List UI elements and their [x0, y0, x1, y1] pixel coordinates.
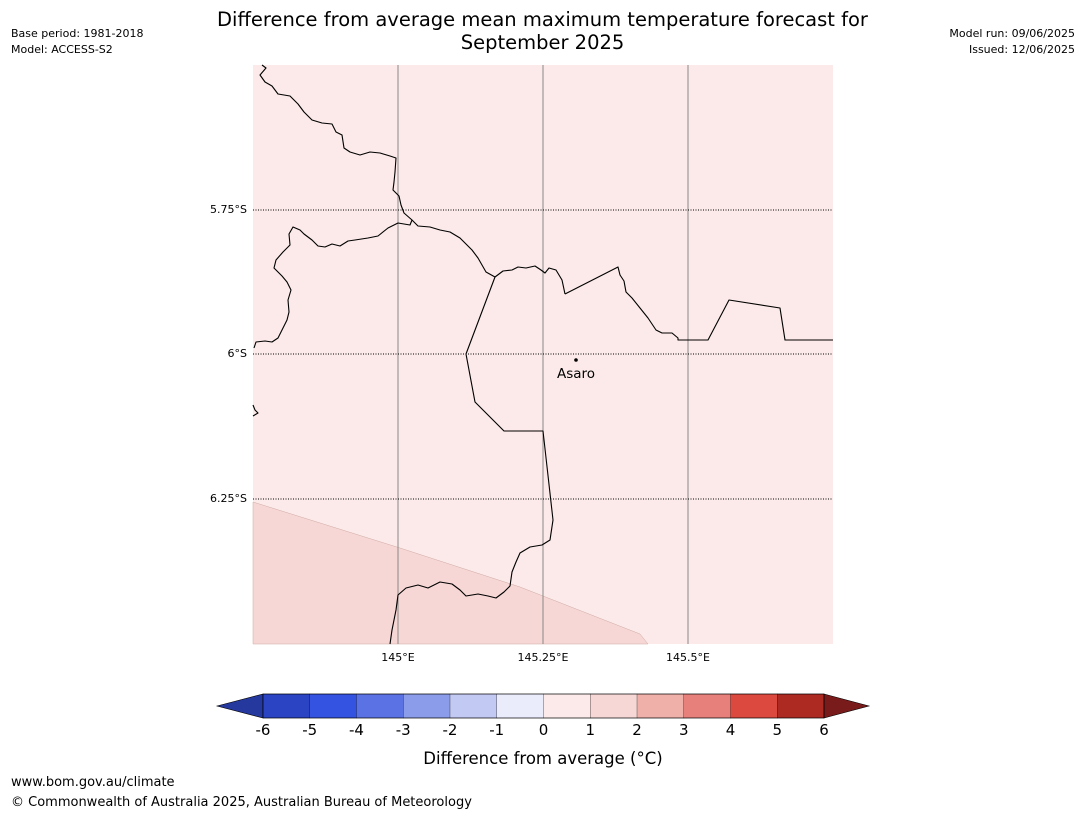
- lat-label-5-75s: 5.75°S: [210, 203, 247, 216]
- title-line-1: Difference from average mean maximum tem…: [217, 8, 868, 31]
- colorbar-tick-label: -4: [349, 721, 364, 739]
- colorbar-cell: [730, 693, 778, 719]
- province-borders: [252, 64, 833, 645]
- lon-label-145e: 145°E: [381, 651, 414, 664]
- colorbar-tick-label: -3: [396, 721, 411, 739]
- colorbar-cell: [543, 693, 591, 719]
- colorbar-tick-labels: -6 -5 -4 -3 -2 -1 0 1 2 3 4 5 6: [256, 721, 829, 739]
- latitude-gridlines: [253, 209, 833, 500]
- lon-label-145-5e: 145.5°E: [666, 651, 710, 664]
- longitude-gridlines: [397, 65, 689, 644]
- colorbar-cells: [262, 693, 825, 719]
- colorbar-cell: [309, 693, 357, 719]
- forecast-zone-1-to-2: [252, 501, 649, 645]
- colorbar-tick-label: 5: [772, 721, 782, 739]
- asaro-label: Asaro: [557, 366, 595, 382]
- model-run-text: Model run: 09/06/2025: [949, 27, 1075, 40]
- metadata-left: Base period: 1981-2018 Model: ACCESS-S2: [11, 26, 143, 58]
- lat-label-6-25s: 6.25°S: [210, 492, 247, 505]
- footer-copyright: © Commonwealth of Australia 2025, Austra…: [11, 795, 472, 810]
- colorbar-cell: [496, 693, 544, 719]
- footer-url: www.bom.gov.au/climate: [11, 775, 175, 790]
- map-panel: Asaro 5.75°S 6°S 6.25°S 145°E 145.25°E 1…: [210, 64, 833, 664]
- base-period-text: Base period: 1981-2018: [11, 27, 144, 40]
- colorbar-tick-label: 2: [632, 721, 642, 739]
- colorbar-under-arrow: [215, 693, 264, 719]
- colorbar-tick-label: 0: [539, 721, 549, 739]
- colorbar-tick-label: 6: [819, 721, 829, 739]
- place-asaro: Asaro: [557, 358, 595, 382]
- colorbar-cell: [683, 693, 731, 719]
- colorbar-outline: [262, 693, 825, 719]
- lon-label-145-25e: 145.25°E: [518, 651, 569, 664]
- issued-text: Issued: 12/06/2025: [968, 43, 1075, 56]
- colorbar-cell: [403, 693, 451, 719]
- colorbar-cell: [590, 693, 638, 719]
- colorbar-cell: [777, 693, 825, 719]
- border-east: [564, 266, 833, 341]
- colorbar-cell: [262, 693, 311, 719]
- border-west-fragment: [252, 404, 259, 417]
- colorbar-tick-label: -5: [302, 721, 317, 739]
- colorbar-over-arrow: [823, 693, 871, 719]
- colorbar-tick-label: -1: [489, 721, 504, 739]
- colorbar-tick-label: 4: [726, 721, 736, 739]
- model-text: Model: ACCESS-S2: [11, 43, 113, 56]
- colorbar-cell: [636, 693, 685, 719]
- colorbar-tick-label: 1: [585, 721, 595, 739]
- map-title: Difference from average mean maximum tem…: [0, 8, 1085, 54]
- border-south: [389, 276, 554, 645]
- colorbar-tick-label: -6: [256, 721, 271, 739]
- colorbar: -6 -5 -4 -3 -2 -1 0 1 2 3 4 5 6 Difference from aver…: [215, 693, 871, 768]
- colorbar-cell: [449, 693, 498, 719]
- colorbar-tick-label: -2: [443, 721, 458, 739]
- metadata-right: Model run: 09/06/2025 Issued: 12/06/2025: [949, 26, 1075, 58]
- longitude-labels: 145°E 145.25°E 145.5°E: [381, 651, 710, 664]
- lat-label-6s: 6°S: [228, 347, 247, 360]
- asaro-marker: [574, 358, 578, 362]
- latitude-labels: 5.75°S 6°S 6.25°S: [210, 203, 247, 505]
- colorbar-cell: [356, 693, 404, 719]
- border-north: [253, 64, 413, 349]
- title-line-2: September 2025: [460, 31, 625, 54]
- colorbar-tick-label: 3: [679, 721, 689, 739]
- colorbar-label: Difference from average (°C): [423, 749, 662, 768]
